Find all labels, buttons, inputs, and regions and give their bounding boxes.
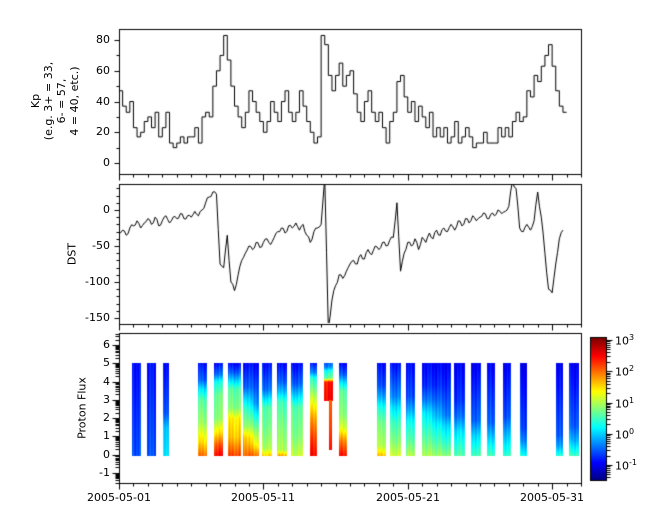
kp-ytick-label: 20 xyxy=(96,125,110,138)
flux-ytick-label: 6 xyxy=(103,338,110,351)
colorbar-tick-label: 10-1 xyxy=(615,458,637,473)
dst-ytick-label: -150 xyxy=(85,311,110,324)
date-tick-label: 2005-05-31 xyxy=(520,491,584,504)
colorbar-tick-label: 102 xyxy=(615,364,635,379)
flux-ytick-label: 2 xyxy=(103,411,110,424)
colorbar-tick-label: 100 xyxy=(615,427,635,442)
colorbar-tick-label: 103 xyxy=(615,333,635,348)
date-tick-label: 2005-05-21 xyxy=(376,491,440,504)
flux-ytick-label: 4 xyxy=(103,375,110,388)
flux-ytick-label: -1 xyxy=(99,466,110,479)
kp-ytick-label: 40 xyxy=(96,95,110,108)
flux-ytick-label: 3 xyxy=(103,393,110,406)
kp-ytick-label: 80 xyxy=(96,33,110,46)
flux-ytick-label: 5 xyxy=(103,356,110,369)
dst-ytick-label: -100 xyxy=(85,275,110,288)
flux-ytick-label: 1 xyxy=(103,429,110,442)
kp-ytick-label: 60 xyxy=(96,64,110,77)
date-tick-label: 2005-05-11 xyxy=(231,491,295,504)
colorbar-tick-label: 101 xyxy=(615,396,635,411)
dst-ytick-label: 0 xyxy=(103,203,110,216)
dst-ytick-label: -50 xyxy=(92,239,110,252)
date-tick-label: 2005-05-01 xyxy=(87,491,151,504)
kp-ytick-label: 0 xyxy=(103,156,110,169)
flux-ytick-label: 0 xyxy=(103,448,110,461)
